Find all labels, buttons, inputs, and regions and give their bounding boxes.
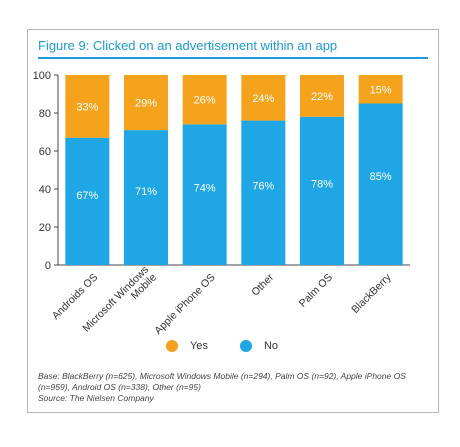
x-tick-label: Apple iPhone OS [152,271,217,335]
x-tick-label-line: Palm OS [297,271,335,309]
data-label-yes: 22% [311,91,333,103]
bar-no [241,120,286,265]
bar-yes [182,75,227,125]
legend-item-no: No [239,340,279,352]
legend: Yes No [166,340,310,352]
data-label-yes: 24% [252,93,274,105]
data-label-no: 67% [76,190,98,202]
x-tick-label: Other [249,271,276,298]
bar-no [124,130,168,265]
x-tick-label: BlackBerry [349,271,394,316]
data-label-yes: 33% [76,101,98,113]
data-label-no: 78% [311,178,333,190]
base-note: Base: BlackBerry (n=625), Microsoft Wind… [38,371,406,392]
bar-no [300,116,344,265]
data-label-no: 74% [194,183,216,195]
bar-no [182,124,227,266]
y-tick-label: 60 [39,146,51,158]
y-tick-label: 100 [33,70,51,82]
bar-no [358,103,403,265]
y-tick-label: 40 [39,184,51,196]
data-label-no: 71% [135,186,157,198]
chart-title: Figure 9: Clicked on an advertisement wi… [38,38,338,53]
x-tick-label-line: Other [249,271,276,298]
bar-no [65,137,110,265]
legend-swatch-yes [166,340,178,352]
legend-item-yes: Yes [166,340,208,352]
legend-label-no: No [263,340,279,352]
y-tick-label: 80 [39,108,51,120]
x-tick-label-line: Apple iPhone OS [152,271,217,335]
figure-frame: Figure 9: Clicked on an advertisement wi… [27,29,439,413]
y-tick-label: 0 [45,260,51,272]
data-label-yes: 29% [135,98,157,110]
bar-yes [300,75,344,117]
data-label-yes: 15% [370,84,392,96]
footnote: Base: BlackBerry (n=625), Microsoft Wind… [38,371,430,404]
source-note: Source: The Nielsen Company [38,393,154,403]
data-label-yes: 26% [194,95,216,107]
y-tick-label: 20 [39,222,51,234]
data-label-no: 76% [252,181,274,193]
legend-swatch-no [239,340,252,352]
bar-yes [65,75,110,138]
x-tick-label-line: BlackBerry [349,271,394,316]
legend-label-yes: Yes [190,340,208,352]
bar-yes [241,75,286,121]
data-label-no: 85% [370,171,392,183]
bar-yes [124,75,168,131]
x-tick-label: Palm OS [297,271,335,309]
bar-yes [358,75,403,104]
title-rule [38,57,428,59]
